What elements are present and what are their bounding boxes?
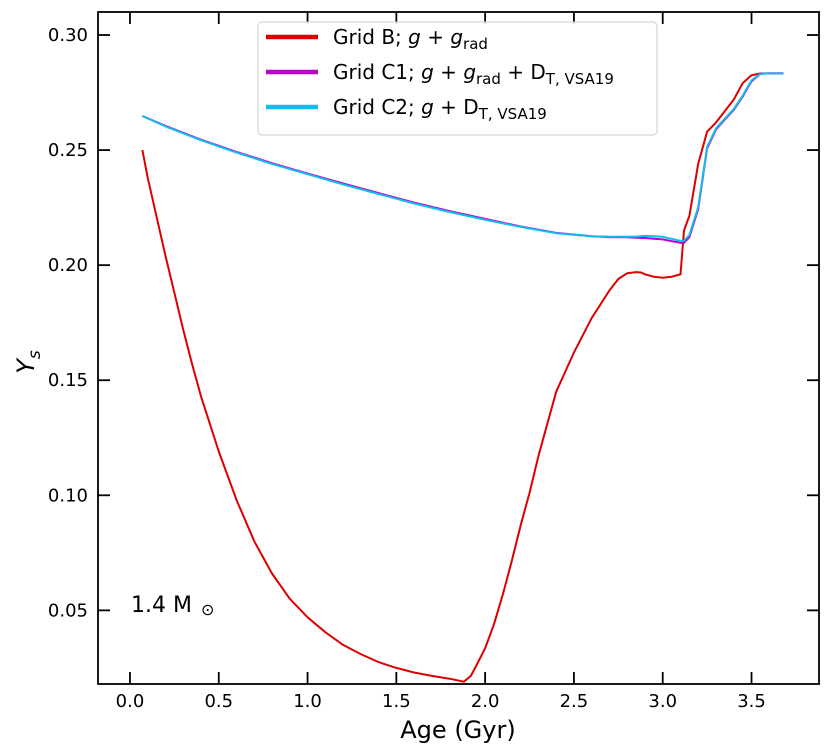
x-tick-label: 3.0 [648,691,677,712]
legend-text-part: g [408,25,421,49]
legend-text-part: rad [463,35,488,53]
legend-label-1: Grid C1; g + grad + DT, VSA19 [333,60,614,88]
sun-symbol-icon: ⊙ [201,600,214,619]
x-tick-label: 2.0 [471,691,500,712]
legend-text-part: g [421,60,434,84]
mass-annotation: 1.4 M ⊙ [131,593,214,619]
legend-text-part: Grid C1; [333,60,421,84]
mass-annotation-value: 1.4 M [131,593,192,618]
series-layer [141,72,784,683]
ticks-layer: 0.0 0.5 1.0 1.5 2.0 2.5 3.0 3.5 0.05 0.10 0.15 0.20… [48,12,819,712]
legend-text-part: g [450,25,463,49]
x-axis-label: Age (Gyr) [400,716,515,744]
legend-text-part: rad [476,70,501,88]
legend-label-2: Grid C2; g + DT, VSA19 [333,95,547,123]
legend-text-part: + [421,25,450,49]
y-tick-label: 0.10 [48,485,88,506]
y-tick-label: 0.30 [48,25,88,46]
x-tick-label: 0.0 [116,691,145,712]
legend-label-0: Grid B; g + grad [333,25,488,53]
legend-text-part: Grid C2; [333,95,421,119]
y-tick-label: 0.20 [48,255,88,276]
legend-text-part: g [421,95,434,119]
y-tick-label: 0.05 [48,600,88,621]
legend-text-part: T, VSA19 [545,70,614,88]
y-tick-label: 0.15 [48,370,88,391]
legend-text-part: + [434,60,463,84]
legend-box [257,21,658,136]
y-tick-label: 0.25 [48,140,88,161]
plot-frame [97,11,820,685]
legend-text-part: + D [434,95,479,119]
y-axis-label-sub: s [25,350,45,359]
legend-text-part: Grid B; [333,25,408,49]
y-axis-label: Ys [12,350,45,374]
series-line-0 [141,72,784,683]
x-tick-label: 1.5 [382,691,411,712]
legend-text-part: + D [501,60,546,84]
x-tick-label: 1.0 [293,691,322,712]
legend-text-part: T, VSA19 [478,105,547,123]
x-tick-label: 3.5 [737,691,766,712]
series-line-2 [141,72,784,242]
legend-text-part: g [463,60,476,84]
x-tick-label: 0.5 [204,691,233,712]
x-tick-label: 2.5 [560,691,589,712]
y-axis-label-main: Y [12,357,40,374]
